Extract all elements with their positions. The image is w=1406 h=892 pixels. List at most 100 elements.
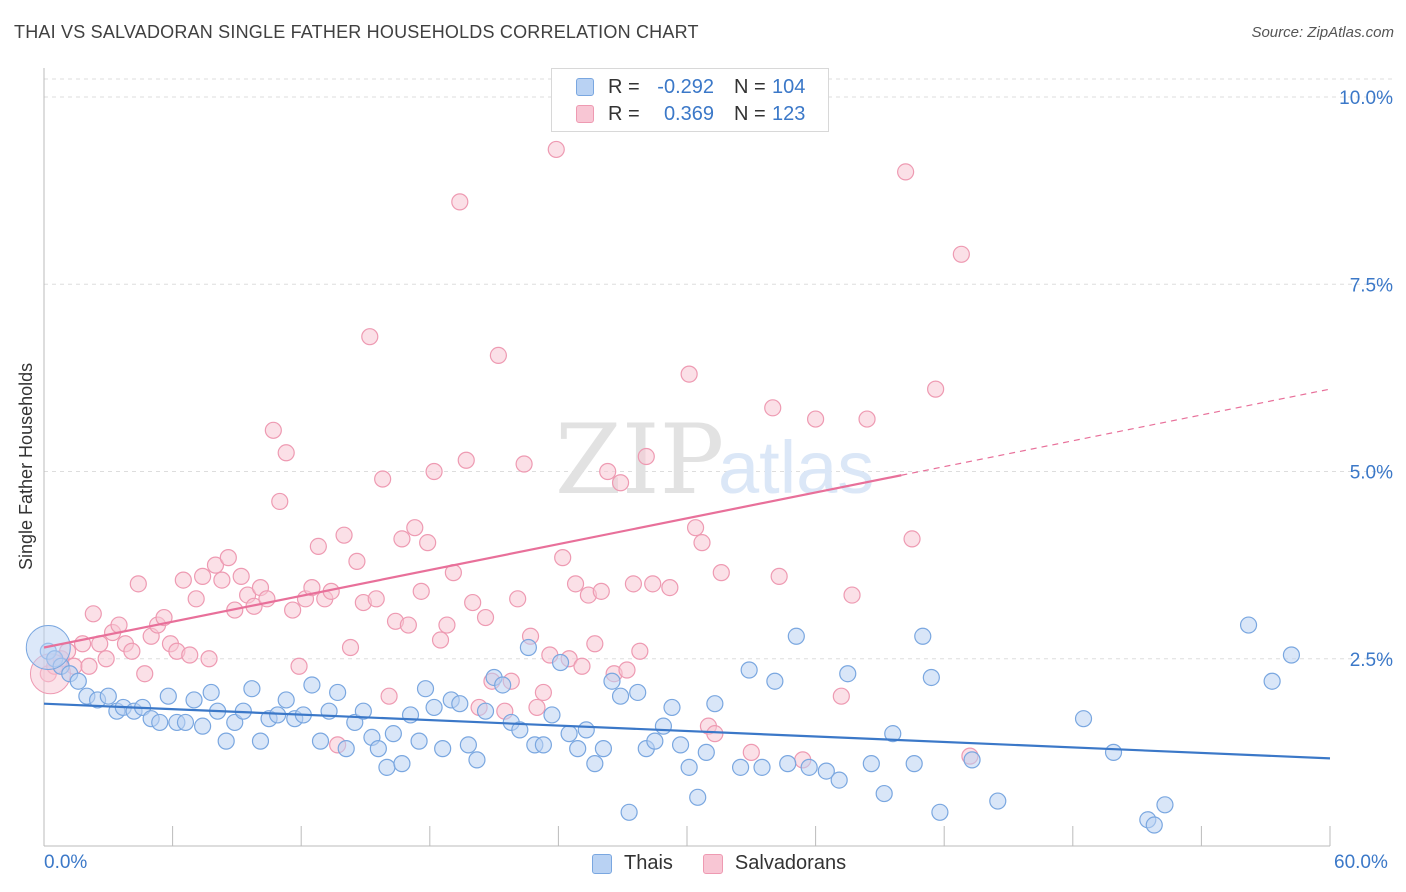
thai-point bbox=[416, 680, 435, 698]
thai-point bbox=[151, 713, 169, 732]
thai-point bbox=[425, 698, 443, 717]
legend-row-thais: R = -0.292 N = 104 bbox=[576, 75, 805, 99]
salvadoran-point bbox=[927, 380, 945, 398]
thai-point bbox=[689, 788, 707, 806]
thai-point bbox=[800, 758, 818, 776]
salvadoran-point bbox=[764, 399, 782, 417]
salvadoran-point bbox=[380, 687, 398, 705]
salvadoran-point bbox=[712, 564, 730, 582]
thais-label: Thais bbox=[624, 852, 673, 874]
y-tick-labels: 2.5% 5.0% 7.5% 10.0% bbox=[1339, 88, 1393, 671]
salvadoran-point bbox=[232, 567, 250, 585]
thai-point bbox=[830, 771, 848, 789]
thai-point bbox=[1239, 616, 1258, 634]
legend-n-value: 123 bbox=[772, 102, 806, 125]
salvadoran-point bbox=[706, 725, 724, 743]
salvadoran-point bbox=[80, 657, 98, 675]
thais-swatch bbox=[592, 853, 612, 874]
salvadoran-point bbox=[515, 455, 533, 473]
thai-point bbox=[779, 755, 797, 773]
thai-point bbox=[185, 691, 203, 709]
legend-item-thais[interactable]: Thais bbox=[592, 852, 673, 875]
salvadoran-point bbox=[770, 567, 788, 585]
thai-point bbox=[451, 695, 469, 713]
salvadoran-point bbox=[187, 590, 205, 608]
thai-point bbox=[217, 732, 235, 750]
salvadoran-point bbox=[509, 590, 527, 608]
salvadoran-point bbox=[97, 650, 115, 668]
legend-item-salvadorans[interactable]: Salvadorans bbox=[702, 852, 847, 875]
salvadoran-point bbox=[213, 571, 231, 589]
thai-point bbox=[680, 758, 698, 776]
salvadoran-point bbox=[897, 163, 915, 181]
legend-r-value: -0.292 bbox=[657, 75, 714, 98]
legend-n-value: 104 bbox=[772, 75, 806, 98]
x-tick-max: 60.0% bbox=[1334, 852, 1388, 873]
thai-point bbox=[963, 751, 981, 769]
thai-point bbox=[663, 698, 681, 717]
thais-points bbox=[25, 616, 1301, 834]
thai-point bbox=[766, 672, 784, 690]
thai-point bbox=[569, 740, 587, 758]
thai-point bbox=[311, 732, 330, 750]
salvadoran-point bbox=[631, 642, 649, 660]
salvadoran-point bbox=[399, 616, 417, 634]
salvadoran-point bbox=[303, 578, 321, 597]
thai-point bbox=[393, 755, 411, 773]
thai-point bbox=[511, 721, 529, 739]
salvadoran-point bbox=[84, 605, 102, 623]
thai-point bbox=[1074, 710, 1093, 728]
thai-point bbox=[884, 725, 902, 743]
thai-point bbox=[787, 627, 805, 645]
thai-point bbox=[875, 784, 893, 803]
thai-point bbox=[1145, 816, 1163, 834]
thai-point bbox=[337, 740, 355, 758]
watermark-atlas: atlas bbox=[718, 426, 874, 509]
thai-point bbox=[839, 665, 857, 683]
thai-point bbox=[378, 758, 396, 776]
thai-point bbox=[620, 803, 638, 821]
salvadoran-point bbox=[335, 526, 353, 544]
thai-point bbox=[468, 751, 486, 769]
y-axis-label: Single Father Households bbox=[16, 362, 36, 570]
legend-swatch-thais bbox=[576, 78, 594, 96]
salvadoran-point bbox=[586, 635, 604, 653]
thai-point bbox=[176, 713, 195, 732]
thai-point bbox=[1104, 743, 1123, 761]
thai-point bbox=[586, 755, 604, 773]
thai-point bbox=[654, 717, 673, 735]
salvadoran-point bbox=[547, 140, 565, 159]
y-tick-label: 7.5% bbox=[1350, 275, 1393, 296]
salvadoran-point bbox=[264, 421, 282, 439]
thai-point bbox=[494, 676, 512, 694]
salvadoran-point bbox=[599, 462, 617, 481]
salvadoran-point bbox=[174, 571, 192, 589]
salvadorans-label: Salvadorans bbox=[734, 852, 847, 874]
thai-point bbox=[1282, 646, 1301, 664]
thai-point bbox=[459, 736, 477, 754]
salvadoran-point bbox=[419, 534, 437, 552]
salvadoran-point bbox=[457, 451, 475, 469]
salvadoran-point bbox=[136, 665, 154, 683]
salvadoran-point bbox=[661, 578, 679, 597]
salvadoran-point bbox=[271, 492, 289, 511]
thai-point bbox=[603, 672, 621, 690]
thai-point bbox=[862, 755, 880, 773]
legend-r-label: R = bbox=[608, 102, 640, 125]
salvadoran-point bbox=[573, 657, 591, 675]
thai-point bbox=[303, 676, 321, 694]
thai-point bbox=[194, 717, 212, 735]
thai-point bbox=[476, 702, 495, 720]
salvadoran-point bbox=[624, 575, 643, 593]
thai-point bbox=[1156, 796, 1174, 814]
salvadorans-points bbox=[29, 140, 979, 769]
salvadoran-point bbox=[858, 410, 876, 428]
salvadoran-point bbox=[309, 537, 327, 556]
legend-n-label: N = bbox=[734, 75, 766, 98]
thai-point bbox=[697, 743, 715, 761]
correlation-legend: R = -0.292 N = 104 R = 0.369 N = 123 bbox=[551, 68, 829, 132]
thai-point bbox=[905, 755, 923, 773]
trend-lines bbox=[43, 388, 1331, 760]
salvadoran-point bbox=[361, 328, 379, 346]
thai-point bbox=[629, 683, 647, 702]
